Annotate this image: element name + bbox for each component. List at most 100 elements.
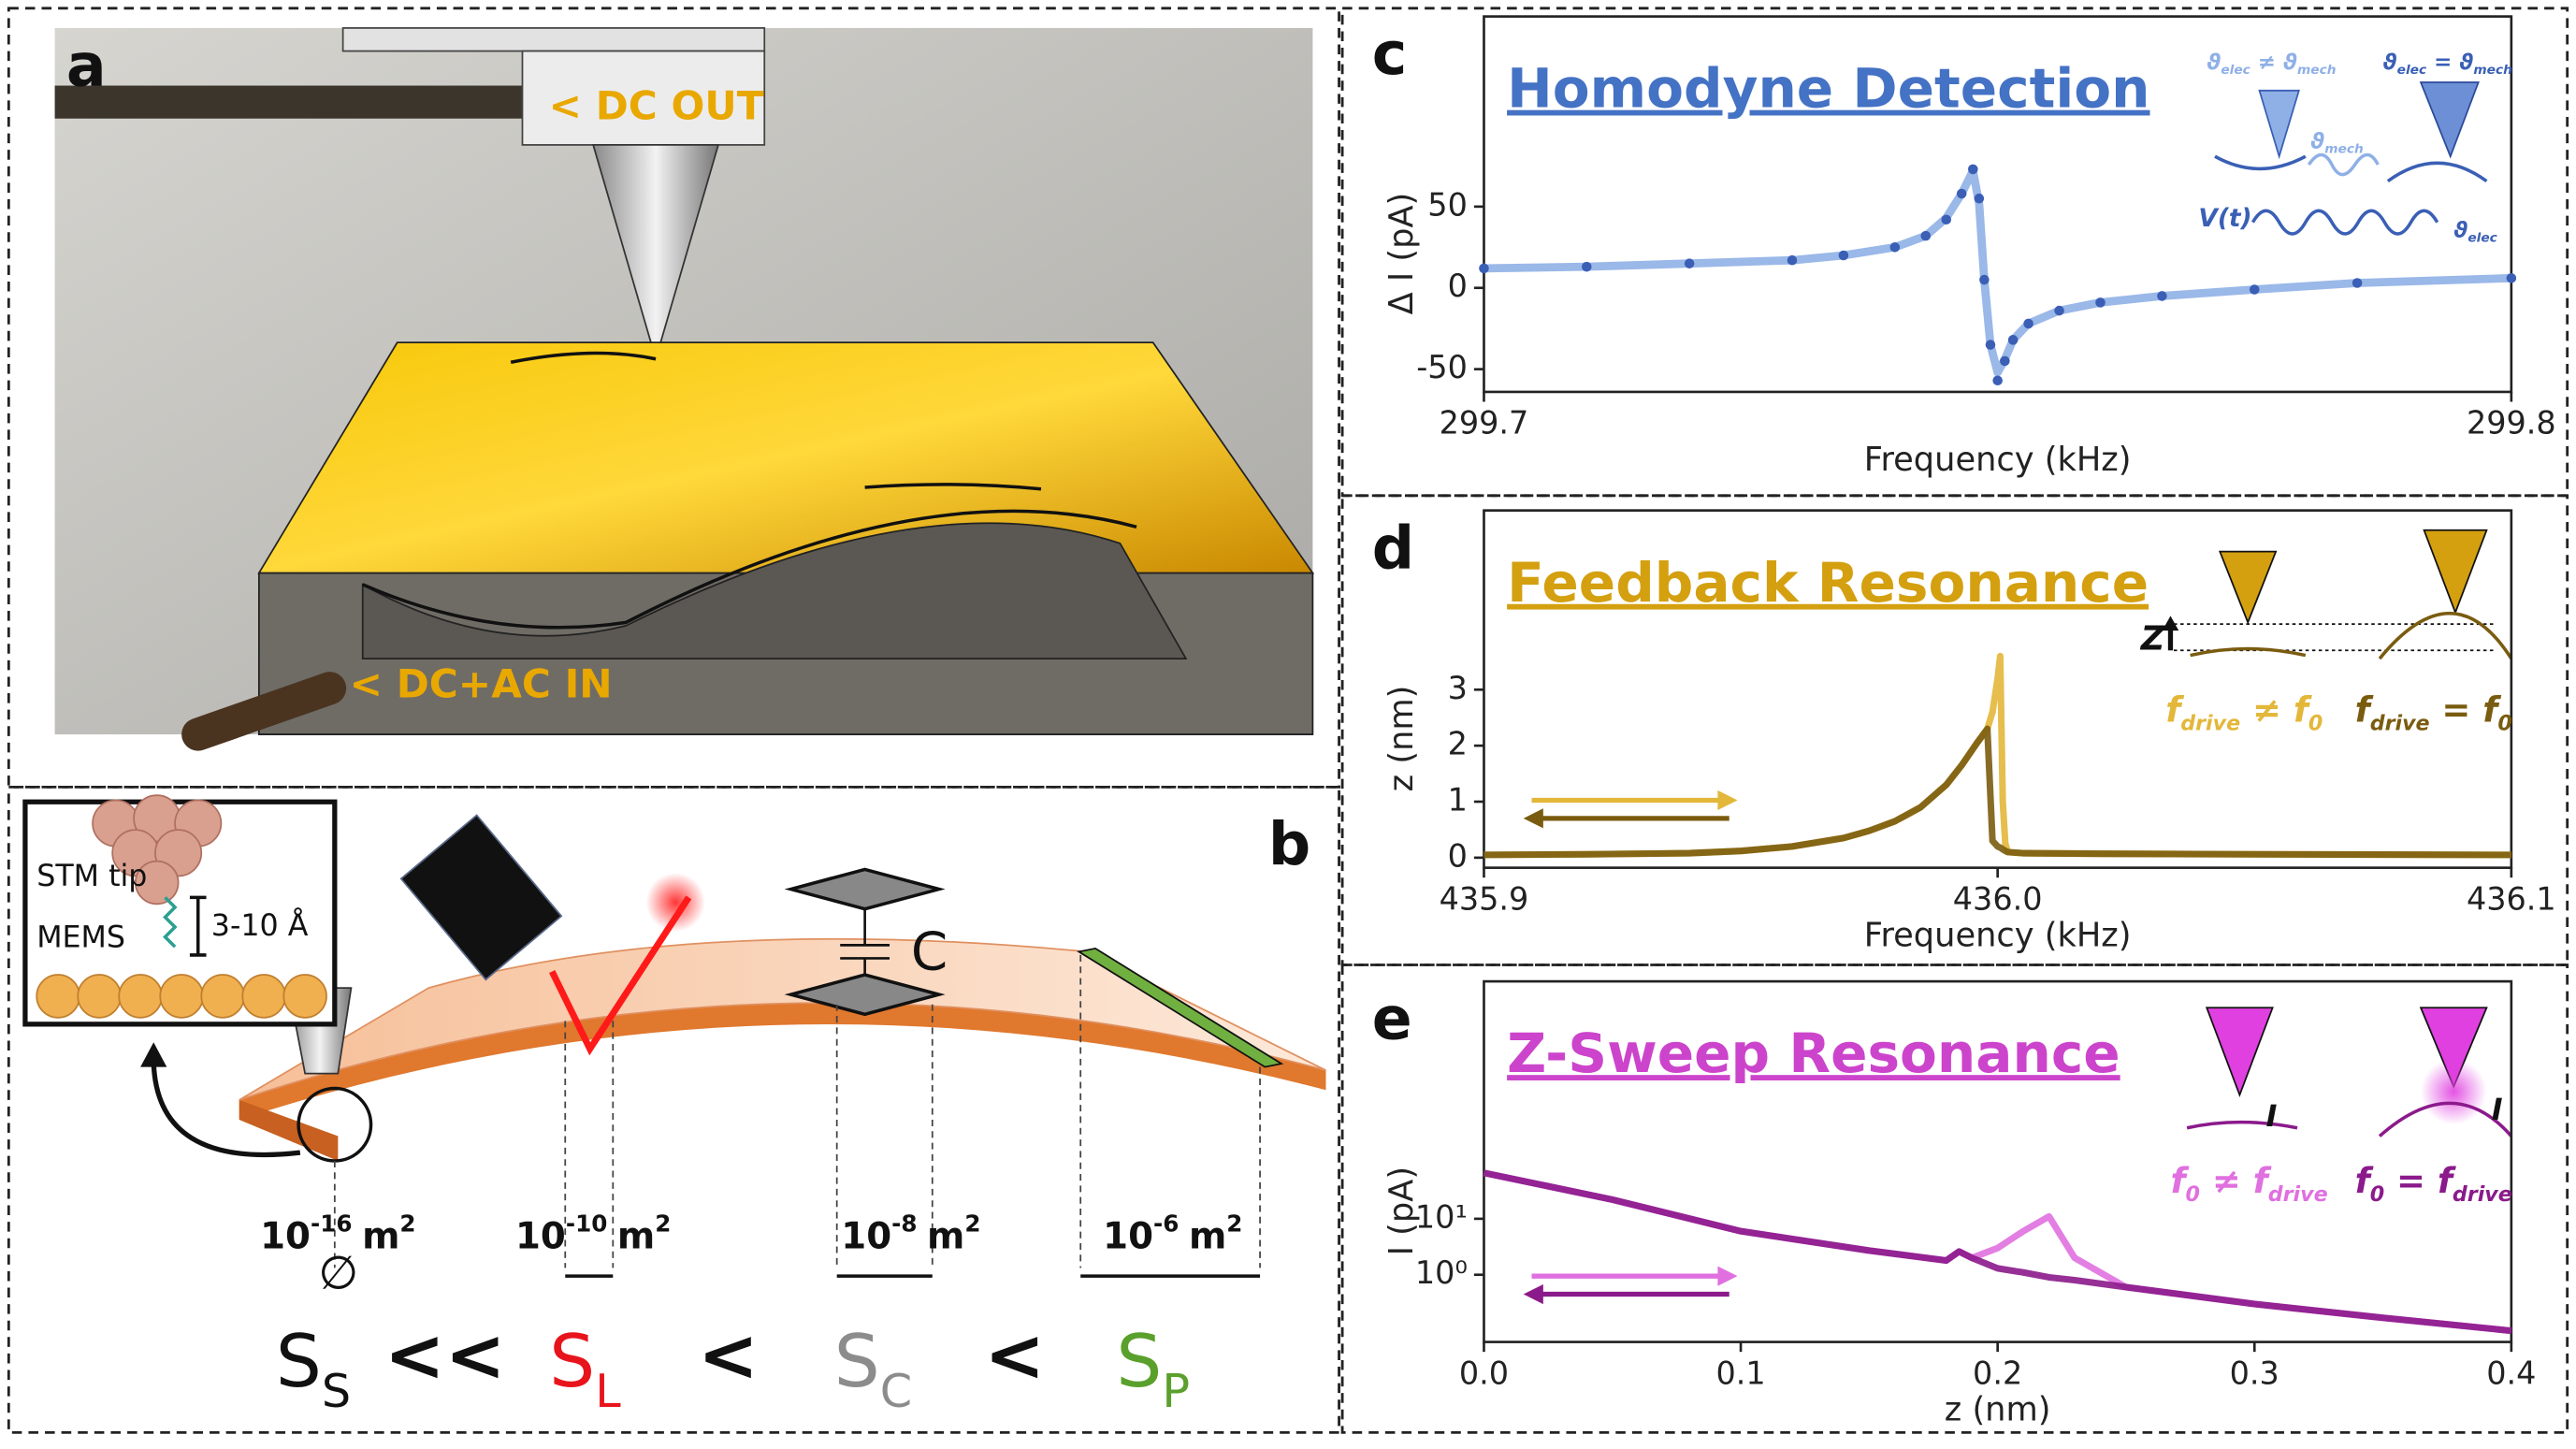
area-label: 10-16 m2	[260, 1210, 415, 1257]
text-part: 10	[1103, 1215, 1153, 1257]
x-tick-label: 436.1	[2467, 880, 2556, 917]
x-tick-label: 0.3	[2230, 1355, 2279, 1391]
tip-label: STM tip	[36, 860, 147, 893]
data-line	[1483, 1169, 2512, 1335]
gap-label: 3-10 Å	[211, 907, 309, 943]
data-point	[2095, 297, 2106, 308]
data-point	[2007, 335, 2019, 345]
data-point	[2157, 291, 2167, 301]
panel-b-illustration: C ∅ STM tip 3-10 Å MEMS b	[22, 794, 1326, 1300]
x-tick-label: 0.1	[1715, 1355, 1765, 1391]
text-part: m	[927, 1215, 964, 1257]
inset-label: f0 ≠ fdrive	[2170, 1160, 2327, 1206]
text-part: -6	[1153, 1210, 1179, 1237]
panel-label: a	[66, 31, 107, 100]
data-point	[2249, 284, 2260, 295]
text-part: elec	[2397, 63, 2426, 78]
dc-out-label: < DC OUT	[549, 83, 764, 129]
panel-label: d	[1372, 513, 1414, 582]
x-axis-label: Frequency (kHz)	[1864, 441, 2132, 479]
text-part: m	[617, 1215, 655, 1257]
text-part: 10	[260, 1215, 311, 1257]
y-tick-label: 1	[1448, 781, 1468, 818]
data-point	[2352, 278, 2363, 288]
text-part: 2	[964, 1210, 980, 1237]
x-axis-label: Frequency (kHz)	[1864, 917, 2132, 955]
inset-label: ϑelec = ϑmech	[2383, 50, 2512, 78]
text-part: drive	[2180, 711, 2240, 735]
inset-label: Z	[2140, 620, 2166, 659]
plot-frame	[1483, 15, 2513, 394]
y-tick-label: 2	[1448, 726, 1468, 762]
text-part: 0	[2308, 711, 2323, 735]
x-tick-label: 299.7	[1440, 405, 1529, 442]
text-part: 10	[515, 1215, 566, 1257]
text-part: V(t)	[2198, 204, 2251, 233]
inset-label: I	[2266, 1100, 2278, 1134]
area-label: 10-10 m2	[515, 1210, 671, 1257]
text-part: ϑ	[2453, 218, 2467, 242]
text-part: ϑ	[2310, 129, 2324, 153]
data-point	[2506, 273, 2517, 283]
data-point	[1582, 261, 1592, 272]
y-tick-label: 0	[1448, 268, 1468, 304]
y-tick-label: -50	[1416, 349, 1468, 385]
inset-label: ϑelec	[2453, 218, 2497, 246]
text-part: S	[276, 1320, 322, 1404]
text-part: drive	[2370, 711, 2430, 735]
data-point	[1889, 242, 1901, 253]
data-point	[1787, 254, 1798, 266]
text-part: I	[2266, 1100, 2278, 1134]
text-part: 0	[2497, 711, 2511, 735]
text-part: m	[362, 1215, 399, 1257]
y-tick-label: 10¹	[1415, 1198, 1468, 1235]
text-part: drive	[2453, 1181, 2512, 1206]
text-part: 0	[2370, 1181, 2384, 1206]
x-tick-label: 0.2	[1973, 1355, 2022, 1391]
chart-title: Z-Sweep Resonance	[1507, 1022, 2120, 1085]
text-part: -10	[566, 1210, 608, 1237]
text-part: 2	[655, 1210, 671, 1237]
text-part: P	[1162, 1363, 1190, 1417]
text-part: C	[880, 1363, 912, 1417]
x-tick-label: 0.4	[2486, 1355, 2536, 1391]
diameter-symbol: ∅	[318, 1246, 358, 1300]
data-point	[2000, 355, 2010, 367]
y-tick-label: 3	[1448, 670, 1468, 706]
text-part: L	[595, 1363, 621, 1417]
sensor-symbol: SL	[549, 1320, 621, 1417]
inset-label: f0 = fdrive	[2355, 1160, 2512, 1206]
y-tick-label: 10⁰	[1415, 1254, 1468, 1291]
y-axis-label: Δ I (pA)	[1382, 193, 1421, 315]
panel-label: c	[1372, 19, 1408, 88]
data-point	[1985, 340, 1996, 350]
text-part: mech	[2324, 141, 2364, 156]
text-part: 2	[399, 1210, 415, 1237]
panel-label: e	[1372, 984, 1412, 1053]
text-part: Z	[2140, 620, 2166, 659]
text-part: 0	[2186, 1181, 2200, 1206]
text-part: S	[834, 1320, 880, 1404]
sensor-symbol: SC	[834, 1320, 913, 1417]
sensor-symbol: SS	[276, 1320, 351, 1417]
sensor-symbol: SP	[1116, 1320, 1190, 1417]
text-part: S	[322, 1363, 351, 1417]
text-part: ϑ	[2383, 50, 2397, 74]
relation-symbol: <	[984, 1313, 1045, 1398]
data-point	[1968, 164, 1978, 175]
text-part: elec	[2221, 63, 2250, 78]
text-part: S	[549, 1320, 595, 1404]
text-part: ≠ f	[2200, 1160, 2272, 1200]
data-point	[2023, 318, 2033, 329]
panel-a-illustration: < DC OUT < DC+AC IN a	[54, 27, 1315, 751]
chart-title: Feedback Resonance	[1507, 551, 2149, 615]
dc-ac-in-label: < DC+AC IN	[350, 661, 613, 707]
data-point	[1974, 193, 1985, 204]
text-part: 2	[1226, 1210, 1242, 1237]
data-point	[1992, 375, 2003, 386]
text-part: mech	[2473, 63, 2512, 78]
data-line	[1483, 725, 2511, 859]
sample-label: MEMS	[36, 920, 125, 954]
